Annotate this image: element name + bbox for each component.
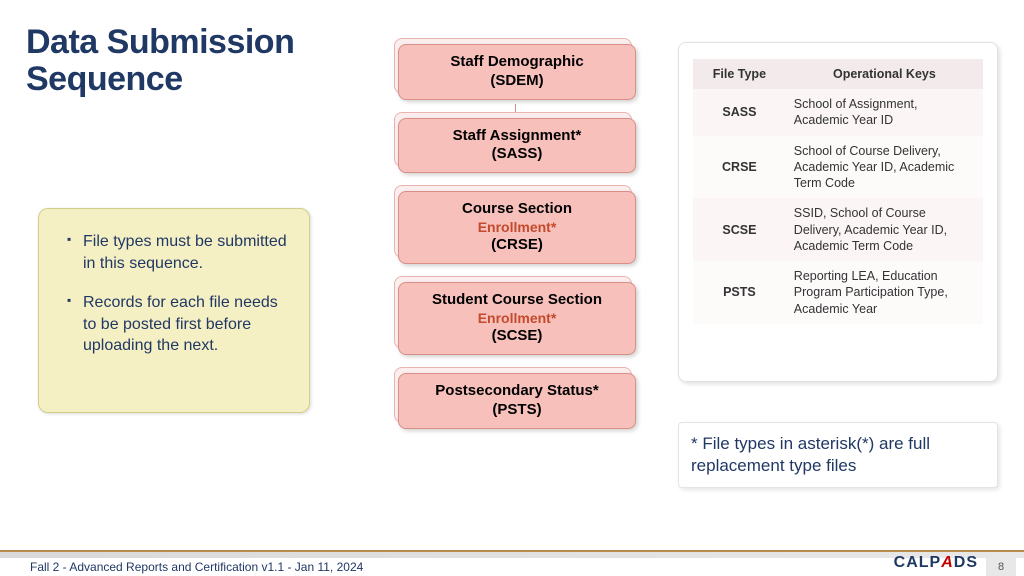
slide-title: Data Submission Sequence (26, 24, 294, 99)
table-row: PSTS Reporting LEA, Education Program Pa… (693, 261, 983, 324)
flow-code: (SCSE) (405, 327, 629, 346)
flow-node-sass: Staff Assignment* (SASS) (398, 118, 648, 174)
flow-code: (SDEM) (405, 72, 629, 91)
page-number: 8 (986, 558, 1016, 576)
flow-column: Staff Demographic (SDEM) Staff Assignmen… (398, 44, 648, 429)
col-operational-keys: Operational Keys (786, 59, 983, 89)
flow-node-sdem: Staff Demographic (SDEM) (398, 44, 648, 100)
flow-sublabel: Enrollment* (405, 310, 629, 328)
flow-node: Staff Assignment* (SASS) (398, 118, 636, 174)
cell-file-type: PSTS (693, 261, 786, 324)
cell-file-type: CRSE (693, 136, 786, 199)
table-header-row: File Type Operational Keys (693, 59, 983, 89)
flow-node-crse: Course Section Enrollment* (CRSE) (398, 191, 648, 264)
footer-bar (0, 550, 1024, 558)
title-line-2: Sequence (26, 60, 183, 98)
table-row: SASS School of Assignment, Academic Year… (693, 89, 983, 136)
flow-label: Postsecondary Status* (405, 382, 629, 401)
cell-keys: Reporting LEA, Education Program Partici… (786, 261, 983, 324)
logo-part-red: A (941, 554, 954, 571)
cell-keys: SSID, School of Course Delivery, Academi… (786, 198, 983, 261)
flow-label: Staff Assignment* (405, 127, 629, 146)
note-item-1: File types must be submitted in this seq… (67, 231, 291, 274)
cell-keys: School of Course Delivery, Academic Year… (786, 136, 983, 199)
cell-keys: School of Assignment, Academic Year ID (786, 89, 983, 136)
notes-list: File types must be submitted in this seq… (67, 231, 291, 357)
cell-file-type: SASS (693, 89, 786, 136)
flow-node-scse: Student Course Section Enrollment* (SCSE… (398, 282, 648, 355)
flow-label: Course Section (405, 200, 629, 219)
calpads-logo: CALPADS (894, 554, 978, 576)
cell-file-type: SCSE (693, 198, 786, 261)
footer-text: Fall 2 - Advanced Reports and Certificat… (30, 558, 363, 576)
flow-code: (PSTS) (405, 401, 629, 420)
operational-keys-table: File Type Operational Keys SASS School o… (693, 59, 983, 324)
notes-panel: File types must be submitted in this seq… (38, 208, 310, 413)
flow-label: Student Course Section (405, 291, 629, 310)
logo-part-2: DS (954, 554, 978, 571)
flow-node-psts: Postsecondary Status* (PSTS) (398, 373, 648, 429)
flow-code: (CRSE) (405, 236, 629, 255)
asterisk-note: * File types in asterisk(*) are full rep… (678, 422, 998, 488)
note-item-2: Records for each file needs to be posted… (67, 292, 291, 357)
flow-node: Course Section Enrollment* (CRSE) (398, 191, 636, 264)
flow-code: (SASS) (405, 145, 629, 164)
table-row: CRSE School of Course Delivery, Academic… (693, 136, 983, 199)
logo-part-1: CALP (894, 554, 942, 571)
slide: Data Submission Sequence File types must… (0, 0, 1024, 576)
flow-node: Postsecondary Status* (PSTS) (398, 373, 636, 429)
flow-label: Staff Demographic (405, 53, 629, 72)
flow-node: Staff Demographic (SDEM) (398, 44, 636, 100)
operational-keys-panel: File Type Operational Keys SASS School o… (678, 42, 998, 382)
table-row: SCSE SSID, School of Course Delivery, Ac… (693, 198, 983, 261)
flow-sublabel: Enrollment* (405, 219, 629, 237)
flow-node: Student Course Section Enrollment* (SCSE… (398, 282, 636, 355)
col-file-type: File Type (693, 59, 786, 89)
title-line-1: Data Submission (26, 23, 294, 61)
